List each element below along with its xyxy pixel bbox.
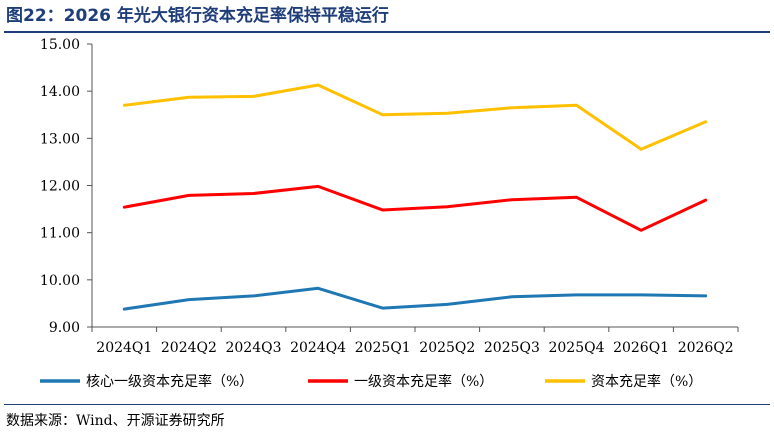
axes: 9.00 10.00 11.00 12.00 13.00 14.00 15.00 2024Q1… [40, 37, 739, 356]
series-lines [122, 83, 708, 311]
series-line-2 [122, 184, 708, 232]
chart-title: 图22：2026 年光大银行资本充足率保持平稳运行 [6, 6, 389, 26]
y-tick-label: 11.00 [40, 226, 80, 242]
x-tick-label: 2024Q2 [161, 340, 217, 356]
source-note: 数据来源：Wind、开源证券研究所 [6, 413, 225, 429]
legend-label: 一级资本充足率（%） [354, 373, 493, 390]
y-tick-label: 15.00 [40, 37, 80, 53]
legend-item-3: 资本充足率（%） [545, 373, 702, 390]
y-tick-label: 9.00 [49, 320, 80, 336]
legend: 核心一级资本充足率（%） 一级资本充足率（%） 资本充足率（%） [40, 373, 702, 390]
series-line-3 [122, 83, 708, 151]
y-tick-label: 14.00 [40, 84, 80, 100]
x-tick-label: 2026Q2 [678, 340, 734, 356]
y-tick-label: 10.00 [40, 273, 80, 289]
y-tick-label: 13.00 [40, 131, 80, 147]
legend-item-1: 核心一级资本充足率（%） [40, 373, 253, 390]
legend-label: 资本充足率（%） [591, 373, 702, 390]
x-tick-label: 2025Q1 [355, 340, 411, 356]
series-line-1 [122, 286, 708, 311]
x-tick-label: 2025Q2 [419, 340, 475, 356]
line-chart: 9.00 10.00 11.00 12.00 13.00 14.00 15.00 2024Q1… [40, 37, 739, 390]
title-divider [4, 31, 770, 33]
footer-divider [4, 404, 770, 405]
x-tick-label: 2024Q1 [96, 340, 152, 356]
legend-label: 核心一级资本充足率（%） [86, 373, 253, 390]
x-tick-label: 2024Q4 [290, 340, 346, 356]
y-tick-label: 12.00 [40, 179, 80, 195]
x-tick-label: 2026Q1 [613, 340, 669, 356]
x-tick-label: 2024Q3 [225, 340, 281, 356]
x-tick-label: 2025Q3 [484, 340, 540, 356]
legend-item-2: 一级资本充足率（%） [308, 373, 493, 390]
x-tick-label: 2025Q4 [548, 340, 604, 356]
